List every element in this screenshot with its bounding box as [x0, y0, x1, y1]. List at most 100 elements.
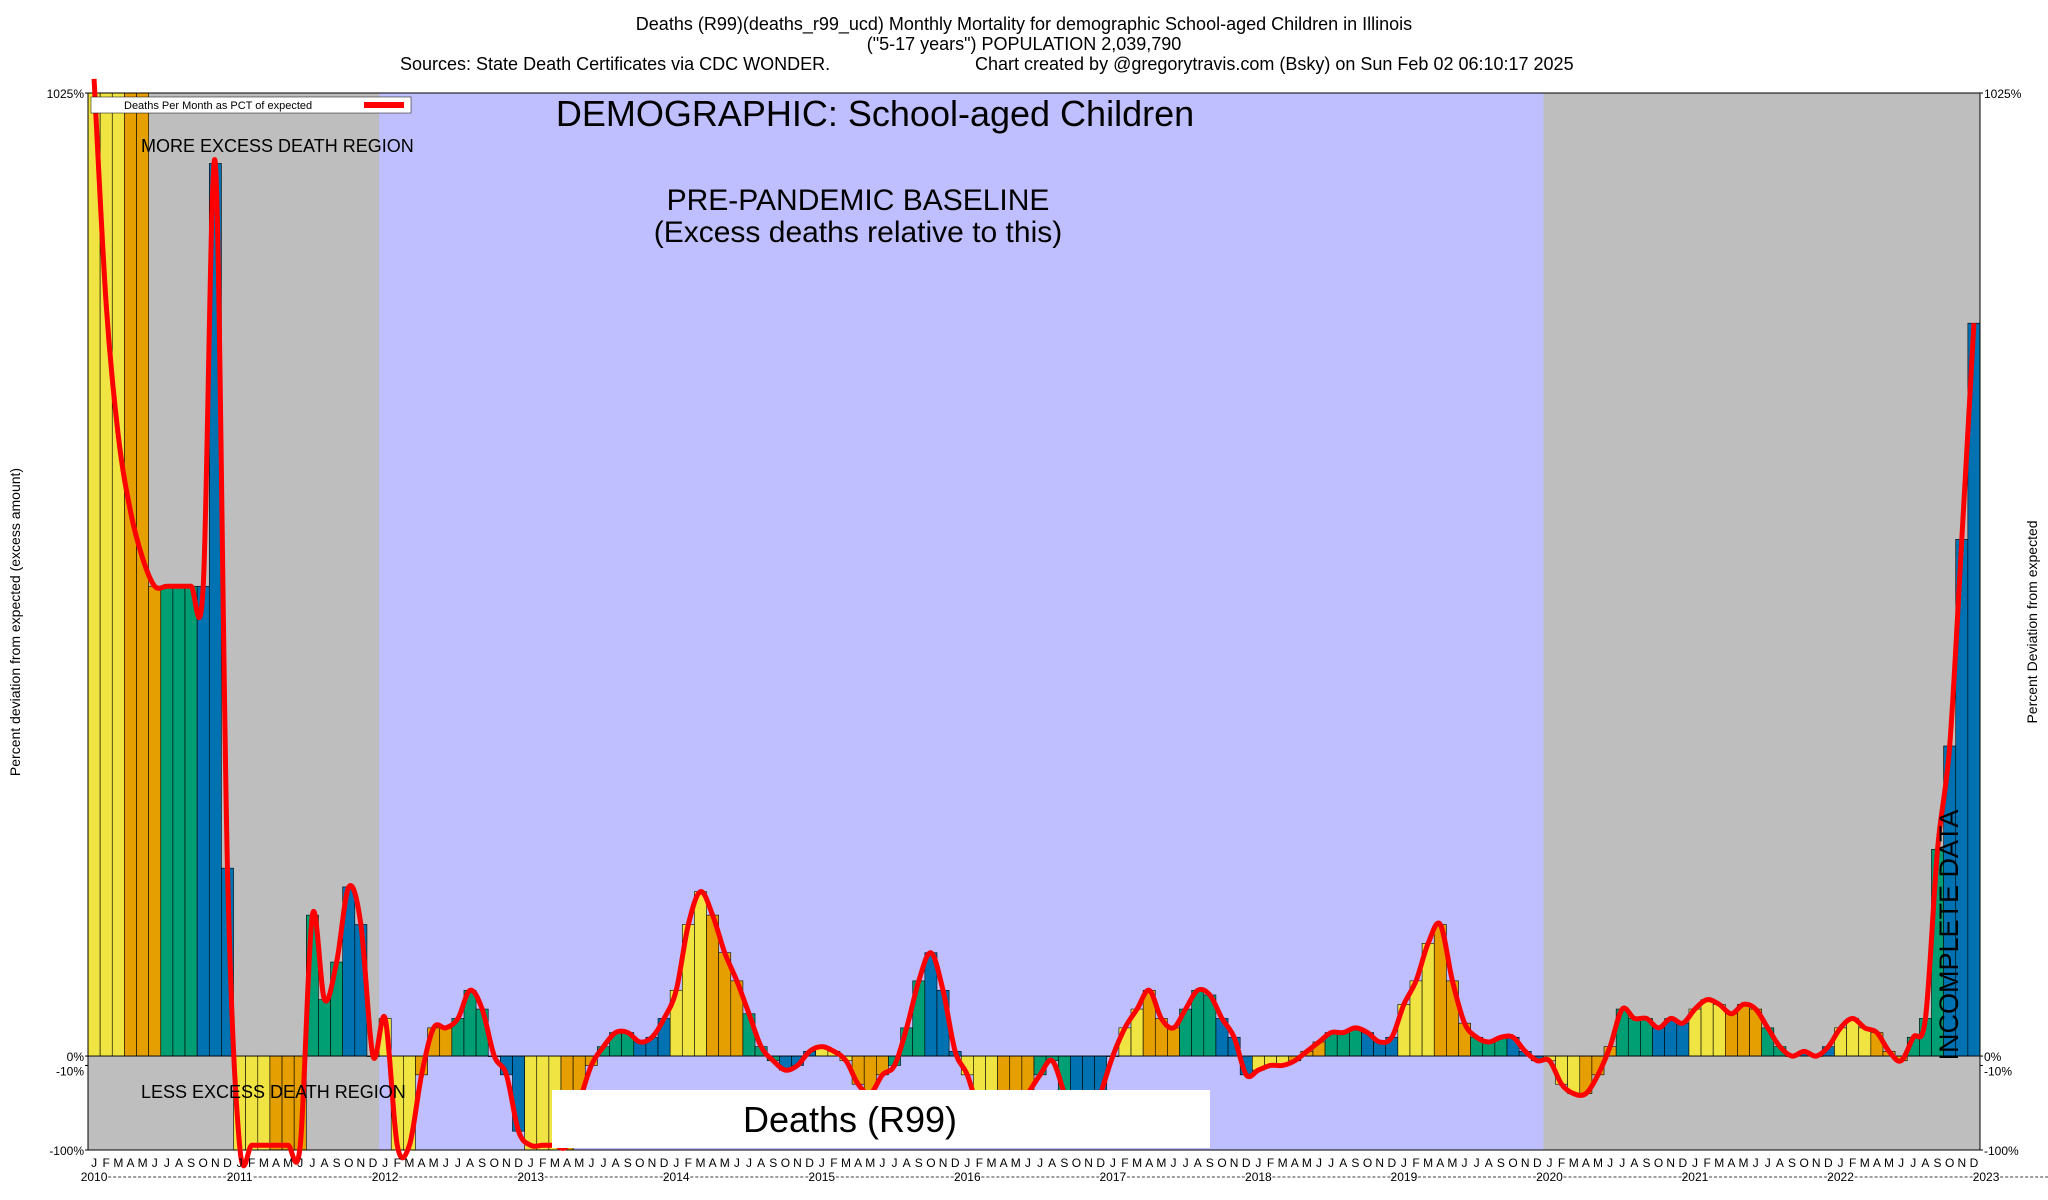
x-tick-month: J — [382, 1156, 388, 1170]
x-tick-month: F — [1267, 1156, 1274, 1170]
x-tick-year: 2013 — [517, 1170, 544, 1184]
bar — [439, 1027, 453, 1057]
x-tick-month: O — [1217, 1156, 1226, 1170]
bar — [269, 1055, 283, 1151]
x-tick-month: M — [987, 1156, 997, 1170]
background-regions — [88, 93, 1980, 1150]
bar — [1627, 1018, 1641, 1057]
bar — [524, 1055, 538, 1151]
x-tick-month: A — [1291, 1156, 1299, 1170]
x-tick-month: M — [1569, 1156, 1579, 1170]
x-tick-month: F — [1412, 1156, 1419, 1170]
bar — [111, 92, 125, 1057]
x-tick-month: D — [1242, 1156, 1251, 1170]
x-tick-month: M — [259, 1156, 269, 1170]
x-tick-month: D — [369, 1156, 378, 1170]
x-tick-month: A — [1776, 1156, 1784, 1170]
x-tick-month: O — [1072, 1156, 1081, 1170]
y-tick-right: 1025% — [1984, 87, 2022, 101]
x-tick-month: J — [528, 1156, 534, 1170]
x-tick-month: A — [1194, 1156, 1202, 1170]
bar — [1336, 1032, 1350, 1057]
x-tick-month: N — [1084, 1156, 1093, 1170]
x-tick-month: N — [1666, 1156, 1675, 1170]
demographic-label: DEMOGRAPHIC: School-aged Children — [556, 93, 1194, 134]
x-tick-month: A — [126, 1156, 134, 1170]
x-tick-month: A — [1000, 1156, 1008, 1170]
x-tick-month: M — [550, 1156, 560, 1170]
axes: Percent deviation from expected (excess … — [7, 87, 2048, 1184]
x-tick-month: J — [1170, 1156, 1176, 1170]
x-tick-month: A — [272, 1156, 280, 1170]
x-tick-month: A — [903, 1156, 911, 1170]
plot-frame — [87, 92, 1981, 1151]
bar — [1737, 1004, 1750, 1057]
x-tick-year: 2018 — [1245, 1170, 1272, 1184]
x-tick-month: A — [563, 1156, 571, 1170]
x-tick-month: O — [926, 1156, 935, 1170]
bar — [1846, 1018, 1860, 1057]
x-tick-month: F — [1703, 1156, 1710, 1170]
x-tick-month: O — [199, 1156, 208, 1170]
x-tick-month: S — [1060, 1156, 1068, 1170]
x-tick-month: M — [1860, 1156, 1870, 1170]
x-tick-month: M — [404, 1156, 414, 1170]
x-tick-month: M — [695, 1156, 705, 1170]
x-tick-month: J — [1025, 1156, 1031, 1170]
x-tick-month: A — [1873, 1156, 1881, 1170]
x-tick-month: M — [113, 1156, 123, 1170]
x-tick-month: M — [429, 1156, 439, 1170]
x-tick-month: J — [964, 1156, 970, 1170]
x-tick-month: J — [588, 1156, 594, 1170]
x-tick-month: J — [1619, 1156, 1625, 1170]
x-tick-month: J — [1765, 1156, 1771, 1170]
x-tick-month: A — [1727, 1156, 1735, 1170]
x-tick-month: M — [1011, 1156, 1021, 1170]
x-tick-month: J — [879, 1156, 885, 1170]
x-tick-month: N — [793, 1156, 802, 1170]
baseline-label-1: PRE-PANDEMIC BASELINE — [667, 184, 1050, 217]
x-tick-month: J — [152, 1156, 158, 1170]
x-tick-month: S — [1642, 1156, 1650, 1170]
x-tick-month: M — [1884, 1156, 1894, 1170]
chart-title: Deaths (R99)(deaths_r99_ucd) Monthly Mor… — [635, 14, 1413, 34]
x-tick-month: J — [443, 1156, 449, 1170]
bar — [694, 891, 707, 1057]
x-tick-month: A — [854, 1156, 862, 1170]
x-tick-month: O — [1363, 1156, 1372, 1170]
bar — [1567, 1055, 1581, 1094]
x-tick-year: 2015 — [808, 1170, 835, 1184]
bar — [148, 585, 162, 1057]
x-tick-month: M — [1423, 1156, 1433, 1170]
less-region-label: LESS EXCESS DEATH REGION — [141, 1082, 406, 1102]
baseline-label-2: (Excess deaths relative to this) — [654, 216, 1063, 249]
x-tick-month: O — [1508, 1156, 1517, 1170]
bar — [1191, 989, 1205, 1057]
x-tick-month: J — [309, 1156, 315, 1170]
x-tick-month: F — [1849, 1156, 1856, 1170]
x-tick-month: J — [1838, 1156, 1844, 1170]
x-tick-month: A — [1436, 1156, 1444, 1170]
y-tick-left: -10% — [56, 1064, 84, 1078]
x-tick-month: S — [624, 1156, 632, 1170]
x-tick-month: D — [660, 1156, 669, 1170]
x-tick-month: A — [175, 1156, 183, 1170]
x-tick-month: F — [539, 1156, 546, 1170]
x-tick-month: A — [1145, 1156, 1153, 1170]
x-tick-month: J — [455, 1156, 461, 1170]
x-tick-month: M — [1739, 1156, 1749, 1170]
y-axis-label-right: Percent Deviation from expected — [2024, 520, 2040, 723]
y-tick-left: -100% — [49, 1144, 84, 1158]
bar — [196, 585, 210, 1057]
x-tick-month: A — [1339, 1156, 1347, 1170]
x-tick-month: J — [1898, 1156, 1904, 1170]
x-tick-month: A — [320, 1156, 328, 1170]
x-tick-month: N — [939, 1156, 948, 1170]
x-tick-month: S — [478, 1156, 486, 1170]
x-tick-month: N — [1957, 1156, 1966, 1170]
x-tick-month: A — [1048, 1156, 1056, 1170]
legend-box — [90, 96, 412, 114]
bar — [124, 92, 137, 1057]
x-tick-month: J — [734, 1156, 740, 1170]
y-tick-left: 0% — [67, 1050, 85, 1064]
